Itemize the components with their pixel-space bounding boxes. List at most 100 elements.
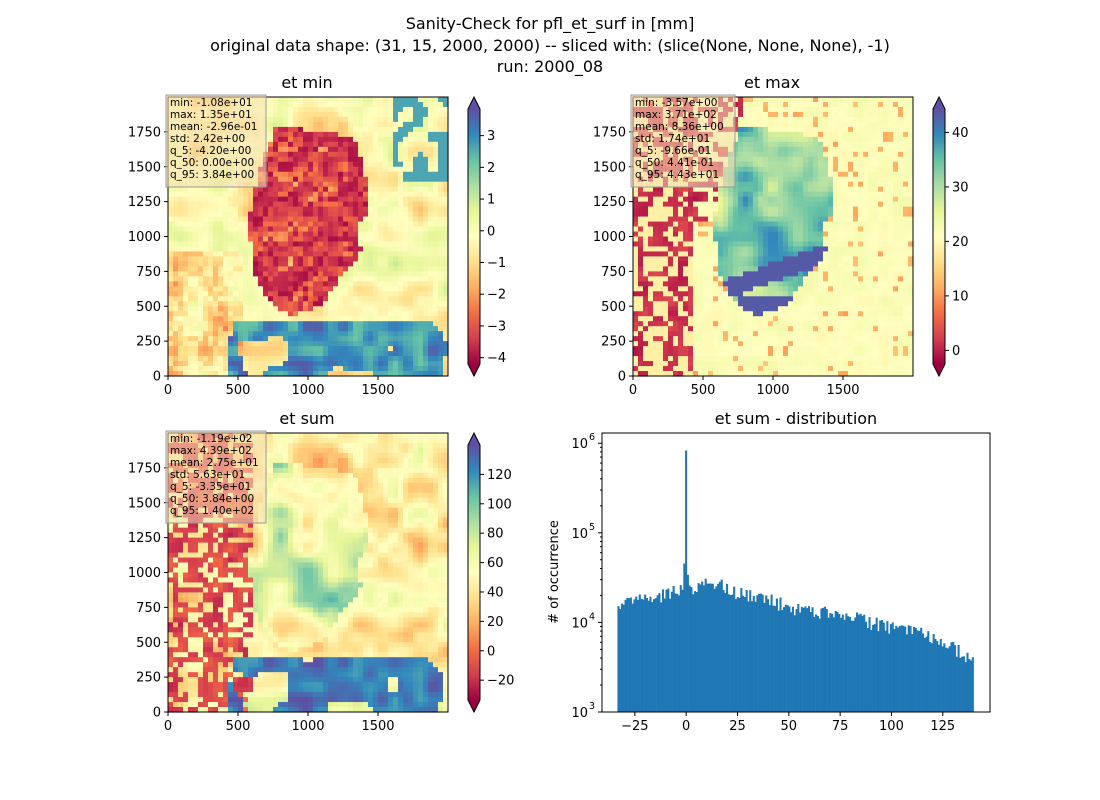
heatmap-cell [643,221,649,228]
heatmap-cell [443,141,449,148]
heatmap-cell [353,231,359,238]
heatmap-cell [388,276,394,282]
heatmap-cell [383,326,389,332]
heatmap-cell [658,346,664,352]
heatmap-cell [758,186,764,193]
heatmap-cell [653,341,659,347]
heatmap-cell [223,311,229,317]
heatmap-cell [343,271,349,277]
heatmap-cell [638,371,644,377]
heatmap-cell [178,206,184,213]
heatmap-cell [738,196,744,203]
heatmap-cell [338,296,344,302]
heatmap-cell [753,296,759,302]
heatmap-cell [788,206,794,213]
heatmap-cell [428,161,434,168]
heatmap-cell [733,141,739,148]
heatmap-cell [743,106,749,113]
heatmap-cell [318,331,324,337]
heatmap-cell [168,241,174,248]
heatmap-cell [203,281,209,287]
heatmap-cell [293,331,299,337]
heatmap-cell [213,241,219,248]
heatmap-cell [753,311,759,317]
heatmap-cell [703,361,709,367]
heatmap-cell [228,221,234,228]
heatmap-cell [738,331,744,337]
heatmap-cell [283,151,289,158]
heatmap-cell [218,291,224,297]
heatmap-cell [778,171,784,178]
heatmap-cell [633,361,639,367]
heatmap-cell [223,256,229,263]
heatmap-cell [183,311,189,317]
heatmap-cell [238,281,244,287]
heatmap-cell [298,181,304,188]
heatmap-cell [738,366,744,372]
heatmap-cell [338,311,344,317]
heatmap-cell [763,366,769,372]
heatmap-cell [248,231,254,238]
heatmap-cell [208,271,214,277]
heatmap-cell [668,281,674,287]
heatmap-cell [728,216,734,223]
heatmap-cell [193,236,199,243]
heatmap-cell [788,97,794,103]
heatmap-cell [633,236,639,243]
heatmap-cell [173,336,179,342]
heatmap-cell [253,341,259,347]
heatmap-cell [318,221,324,228]
heatmap-cell [768,161,774,168]
heatmap-cell [203,371,209,377]
heatmap-cell [753,171,759,178]
heatmap-cell [228,201,234,208]
heatmap-cell [713,261,719,267]
heatmap-cell [233,186,239,193]
heatmap-cell [398,236,404,243]
heatmap-cell [348,346,354,352]
heatmap-cell [338,116,344,123]
heatmap-cell [318,236,324,243]
heatmap-cell [418,211,424,218]
heatmap-cell [223,356,229,362]
heatmap-cell [313,116,319,123]
heatmap-cell [373,311,379,317]
heatmap-cell [708,341,714,347]
heatmap-cell [718,291,724,297]
heatmap-cell [748,156,754,163]
heatmap-cell [263,356,269,362]
heatmap-cell [173,311,179,317]
heatmap-cell [418,126,424,133]
heatmap-cell [373,276,379,282]
heatmap-cell [288,191,294,198]
heatmap-cell [343,321,349,327]
heatmap-cell [248,226,254,233]
heatmap-cell [268,161,274,168]
heatmap-cell [283,296,289,302]
heatmap-cell [168,216,174,223]
heatmap-cell [253,291,259,297]
heatmap-cell [418,296,424,302]
heatmap-cell [253,226,259,233]
heatmap-cell [773,136,779,143]
heatmap-cell [268,326,274,332]
heatmap-cell [348,116,354,123]
heatmap-cell [338,256,344,263]
heatmap-cell [278,331,284,337]
heatmap-cell [393,231,399,238]
heatmap-cell [328,126,334,133]
heatmap-cell [748,231,754,238]
heatmap-cell [273,181,279,188]
heatmap-cell [728,306,734,312]
heatmap-cell [428,176,434,183]
heatmap-cell [298,211,304,218]
heatmap-cell [233,311,239,317]
heatmap-cell [258,251,264,258]
heatmap-cell [693,291,699,297]
heatmap-cell [403,281,409,287]
heatmap-cell [373,306,379,312]
heatmap-cell [788,346,794,352]
heatmap-cell [303,241,309,248]
heatmap-cell [778,97,784,103]
heatmap-cell [728,271,734,277]
